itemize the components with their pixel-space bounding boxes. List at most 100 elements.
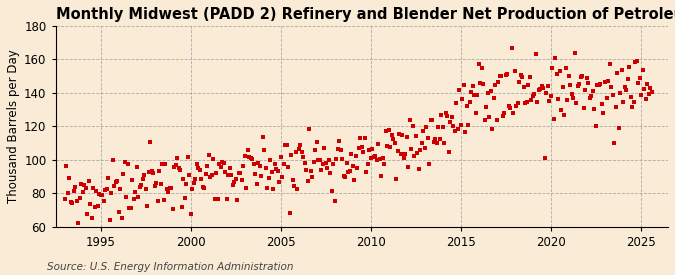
Point: [520, 101, 531, 105]
Point: [574, 82, 585, 87]
Point: [607, 92, 618, 97]
Point: [632, 80, 643, 85]
Point: [564, 74, 574, 78]
Point: [382, 144, 393, 148]
Point: [167, 207, 178, 211]
Point: [319, 146, 329, 150]
Point: [267, 170, 277, 174]
Point: [448, 124, 459, 129]
Point: [59, 197, 70, 202]
Point: [379, 162, 389, 166]
Point: [625, 95, 636, 99]
Point: [485, 89, 496, 94]
Point: [163, 190, 173, 194]
Point: [466, 90, 477, 95]
Point: [185, 211, 196, 216]
Point: [473, 62, 484, 66]
Point: [397, 133, 408, 137]
Point: [349, 178, 360, 183]
Point: [325, 170, 335, 175]
Point: [148, 171, 159, 175]
Point: [362, 161, 373, 166]
Point: [359, 135, 370, 140]
Point: [551, 72, 562, 76]
Point: [157, 162, 167, 166]
Point: [245, 156, 256, 160]
Point: [326, 189, 337, 194]
Text: Source: U.S. Energy Information Administration: Source: U.S. Energy Information Administ…: [47, 262, 294, 272]
Point: [406, 147, 416, 152]
Point: [170, 163, 181, 167]
Point: [316, 168, 327, 172]
Point: [377, 156, 388, 160]
Point: [63, 176, 74, 180]
Point: [588, 89, 599, 94]
Point: [178, 177, 188, 181]
Point: [373, 142, 383, 146]
Point: [280, 142, 291, 147]
Point: [583, 81, 594, 85]
Point: [344, 169, 355, 174]
Point: [454, 88, 465, 92]
Point: [137, 177, 148, 182]
Point: [526, 98, 537, 102]
Point: [113, 210, 124, 214]
Point: [593, 83, 604, 87]
Y-axis label: Thousand Barrels per Day: Thousand Barrels per Day: [7, 50, 20, 203]
Point: [234, 170, 244, 175]
Point: [262, 186, 273, 190]
Point: [628, 100, 639, 104]
Point: [294, 147, 304, 151]
Point: [532, 100, 543, 104]
Point: [155, 182, 166, 186]
Point: [487, 126, 497, 131]
Point: [586, 94, 597, 98]
Point: [634, 76, 645, 80]
Point: [510, 69, 520, 73]
Point: [445, 120, 456, 124]
Point: [562, 98, 573, 102]
Point: [365, 155, 376, 160]
Point: [469, 93, 480, 98]
Point: [514, 79, 525, 84]
Point: [302, 178, 313, 183]
Point: [543, 83, 554, 88]
Point: [196, 177, 207, 182]
Point: [119, 160, 130, 164]
Point: [431, 140, 442, 145]
Point: [160, 162, 171, 166]
Point: [263, 176, 274, 180]
Point: [355, 136, 366, 140]
Point: [224, 166, 235, 171]
Point: [130, 190, 140, 194]
Point: [589, 107, 600, 111]
Point: [549, 117, 560, 122]
Point: [92, 204, 103, 208]
Point: [496, 74, 507, 78]
Point: [230, 176, 241, 181]
Point: [538, 85, 549, 90]
Point: [531, 52, 541, 57]
Point: [171, 156, 182, 160]
Point: [322, 166, 333, 170]
Point: [61, 163, 72, 168]
Point: [477, 66, 487, 70]
Point: [95, 193, 106, 197]
Point: [398, 156, 409, 160]
Point: [559, 113, 570, 117]
Point: [321, 161, 331, 166]
Point: [518, 84, 529, 89]
Point: [84, 202, 95, 206]
Point: [286, 153, 296, 158]
Point: [211, 170, 221, 175]
Point: [639, 87, 649, 92]
Point: [612, 71, 622, 75]
Point: [441, 111, 452, 115]
Point: [138, 173, 149, 178]
Point: [268, 186, 279, 191]
Point: [315, 158, 325, 162]
Point: [65, 200, 76, 204]
Point: [133, 195, 144, 199]
Point: [578, 106, 589, 110]
Point: [458, 83, 469, 87]
